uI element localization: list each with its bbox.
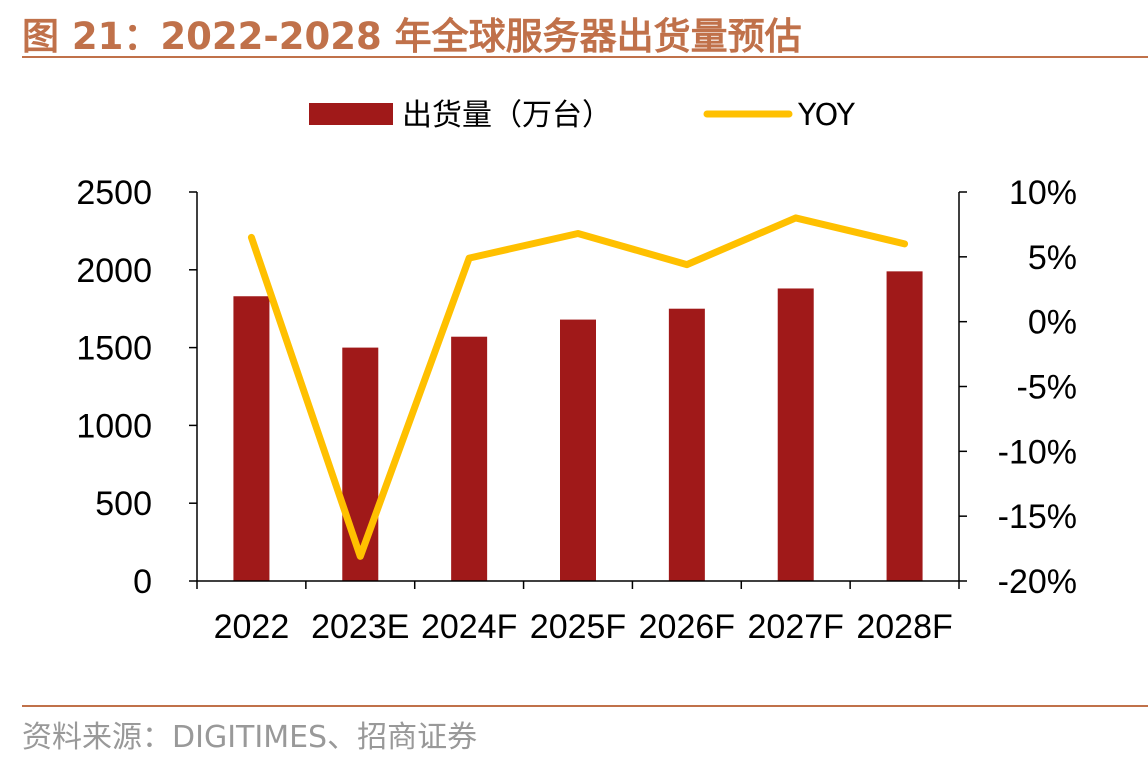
yoy-line-series [247,214,909,560]
source-note: 资料来源：DIGITIMES、招商证券 [22,720,478,755]
x-tick-label: 2026F [639,608,735,646]
x-tick-label: 2027F [748,608,844,646]
left-tick-label: 1500 [76,330,152,368]
legend-bar-label: 出货量（万台） [402,98,612,133]
legend: 出货量（万台） YOY [309,98,856,133]
x-tick-label: 2023E [311,608,409,646]
bar-series [233,271,923,581]
bar-2026F [668,308,705,581]
legend-line-label: YOY [797,98,856,133]
x-tick-label: 2025F [530,608,626,646]
bar-2027F [777,288,814,581]
title-divider [22,56,1148,58]
chart: 出货量（万台） YOY 0 500 1000 1500 2000 2500 -20% -15% -… [76,98,1077,646]
right-tick-label: -20% [998,563,1077,601]
x-tick-label: 2024F [421,608,517,646]
x-tick-label: 2022 [214,608,290,646]
axes [189,191,967,589]
legend-bar-swatch [309,103,393,125]
bar-2025F [560,319,596,581]
right-tick-label: 0% [1028,304,1077,342]
tick-labels: 0 500 1000 1500 2000 2500 -20% -15% -10% -5% 0% 5% 1… [76,174,1077,646]
left-tick-label: 0 [133,563,152,601]
right-tick-label: -5% [1017,369,1077,407]
left-tick-label: 500 [95,485,152,523]
left-tick-label: 2000 [76,252,152,290]
right-tick-label: 10% [1009,174,1077,212]
source-divider [22,705,1148,707]
left-tick-label: 2500 [76,174,152,212]
x-tick-label: 2028F [856,608,952,646]
right-tick-label: 5% [1028,239,1077,277]
left-tick-label: 1000 [76,407,152,445]
right-tick-label: -15% [998,498,1077,536]
bar-2028F [886,271,923,581]
bar-2024F [451,336,488,581]
figure-title: 图 21：2022-2028 年全球服务器出货量预估 [22,15,802,58]
bar-2023E [342,347,379,581]
bar-2022 [233,296,270,581]
right-tick-label: -10% [998,433,1077,471]
